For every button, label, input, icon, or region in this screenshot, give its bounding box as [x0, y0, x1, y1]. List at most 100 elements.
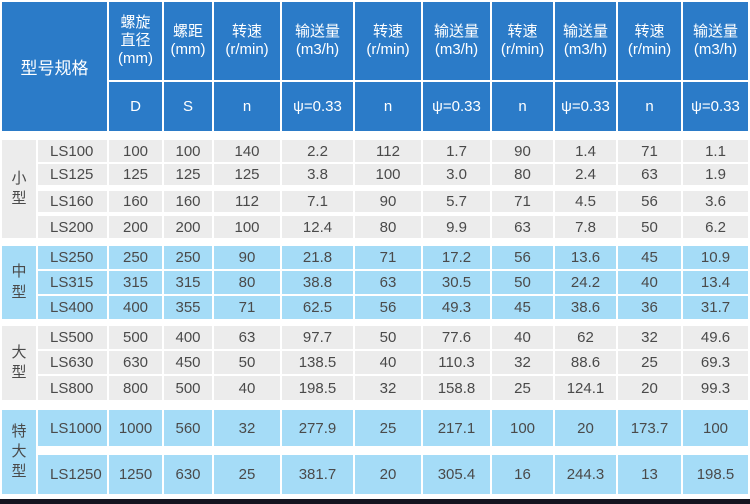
value-cell: 80: [355, 216, 421, 238]
group-label-cell: 中型: [2, 246, 36, 319]
group-label: 小型: [11, 169, 27, 207]
value-cell: 381.7: [282, 455, 353, 494]
model-cell: LS250: [38, 246, 107, 269]
column-header-9: 转速 (r/min): [618, 2, 681, 80]
value-cell: 56: [618, 191, 681, 212]
value-cell: 13.4: [683, 271, 748, 294]
value-cell: 25: [214, 455, 280, 494]
model-cell: LS400: [38, 296, 107, 319]
value-cell: 355: [164, 296, 212, 319]
value-cell: 100: [109, 140, 162, 162]
subheader-6: ψ=0.33: [423, 82, 490, 131]
value-cell: 1.7: [423, 140, 490, 162]
subheader-5: n: [355, 82, 421, 131]
corner-header-model-spec: 型号规格: [2, 2, 107, 131]
value-cell: 71: [618, 140, 681, 162]
group-label: 特大型: [11, 422, 27, 481]
group-label-cell: 大型: [2, 326, 36, 400]
value-cell: 32: [618, 326, 681, 349]
value-cell: 71: [355, 246, 421, 269]
subheader-7: n: [492, 82, 553, 131]
value-cell: 32: [355, 376, 421, 400]
value-cell: 20: [618, 376, 681, 400]
value-cell: 160: [109, 191, 162, 212]
value-cell: 69.3: [683, 351, 748, 374]
subheader-2: S: [164, 82, 212, 131]
value-cell: 315: [109, 271, 162, 294]
model-cell: LS200: [38, 216, 107, 238]
value-cell: 13.6: [555, 246, 616, 269]
value-cell: 24.2: [555, 271, 616, 294]
value-cell: 50: [618, 216, 681, 238]
value-cell: 1.4: [555, 140, 616, 162]
value-cell: 88.6: [555, 351, 616, 374]
value-cell: 21.8: [282, 246, 353, 269]
value-cell: 50: [492, 271, 553, 294]
value-cell: 20: [355, 455, 421, 494]
value-cell: 3.6: [683, 191, 748, 212]
header-unit: (mm): [118, 50, 153, 67]
value-cell: 40: [618, 271, 681, 294]
value-cell: 25: [492, 376, 553, 400]
value-cell: 63: [214, 326, 280, 349]
value-cell: 1.9: [683, 164, 748, 185]
subheader-8: ψ=0.33: [555, 82, 616, 131]
subheader-10: ψ=0.33: [683, 82, 748, 131]
subheader-4: ψ=0.33: [282, 82, 353, 131]
value-cell: 7.1: [282, 191, 353, 212]
model-cell: LS500: [38, 326, 107, 349]
value-cell: 56: [355, 296, 421, 319]
header-label: 转速: [507, 23, 538, 40]
value-cell: 1.1: [683, 140, 748, 162]
subheader-3: n: [214, 82, 280, 131]
header-label: 转速: [372, 23, 403, 40]
value-cell: 800: [109, 376, 162, 400]
value-cell: 80: [492, 164, 553, 185]
value-cell: 3.8: [282, 164, 353, 185]
group-label: 大型: [11, 343, 27, 381]
model-cell: LS100: [38, 140, 107, 162]
value-cell: 100: [214, 216, 280, 238]
value-cell: 124.1: [555, 376, 616, 400]
value-cell: 112: [355, 140, 421, 162]
value-cell: 277.9: [282, 410, 353, 446]
value-cell: 138.5: [282, 351, 353, 374]
value-cell: 1000: [109, 410, 162, 446]
column-header-5: 转速 (r/min): [355, 2, 421, 80]
header-label: 输送量: [433, 23, 479, 40]
value-cell: 315: [164, 271, 212, 294]
header-label: 转速: [231, 23, 262, 40]
value-cell: 500: [109, 326, 162, 349]
value-cell: 9.9: [423, 216, 490, 238]
value-cell: 63: [492, 216, 553, 238]
value-cell: 250: [109, 246, 162, 269]
subheader-1: D: [109, 82, 162, 131]
value-cell: 99.3: [683, 376, 748, 400]
header-label: 螺旋直径: [120, 14, 151, 49]
value-cell: 71: [214, 296, 280, 319]
value-cell: 200: [109, 216, 162, 238]
value-cell: 90: [214, 246, 280, 269]
column-header-6: 输送量 (m3/h): [423, 2, 490, 80]
value-cell: 63: [618, 164, 681, 185]
value-cell: 17.2: [423, 246, 490, 269]
value-cell: 32: [492, 351, 553, 374]
value-cell: 90: [492, 140, 553, 162]
value-cell: 90: [355, 191, 421, 212]
value-cell: 560: [164, 410, 212, 446]
header-label: 输送量: [692, 23, 738, 40]
value-cell: 305.4: [423, 455, 490, 494]
value-cell: 56: [492, 246, 553, 269]
column-header-10: 输送量 (m3/h): [683, 2, 748, 80]
value-cell: 45: [492, 296, 553, 319]
model-cell: LS1250: [38, 455, 107, 494]
header-label: 螺距: [172, 23, 203, 40]
header-unit: (m3/h): [295, 41, 340, 58]
value-cell: 400: [109, 296, 162, 319]
value-cell: 10.9: [683, 246, 748, 269]
value-cell: 250: [164, 246, 212, 269]
value-cell: 1250: [109, 455, 162, 494]
value-cell: 6.2: [683, 216, 748, 238]
value-cell: 110.3: [423, 351, 490, 374]
